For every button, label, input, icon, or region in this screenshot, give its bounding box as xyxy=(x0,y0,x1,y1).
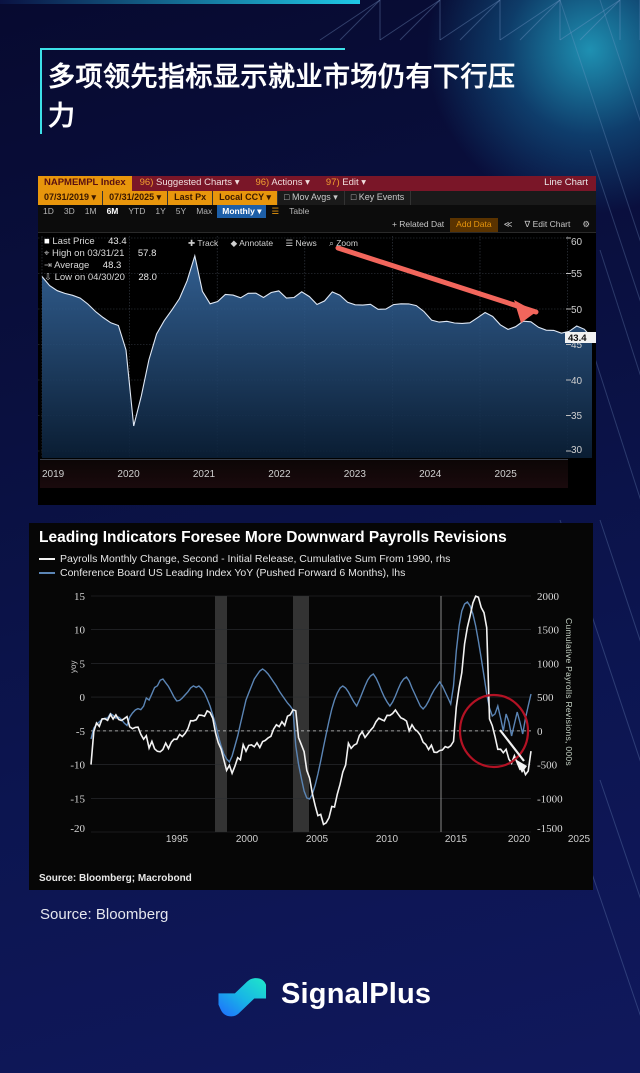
svg-text:1500: 1500 xyxy=(537,625,560,637)
svg-text:50: 50 xyxy=(571,305,583,316)
svg-text:15: 15 xyxy=(74,591,86,603)
svg-text:0: 0 xyxy=(537,726,543,738)
svg-text:10: 10 xyxy=(74,625,86,637)
svg-text:-20: -20 xyxy=(70,823,85,835)
svg-text:43.4: 43.4 xyxy=(568,333,587,344)
svg-text:-1000: -1000 xyxy=(537,793,563,805)
svg-text:500: 500 xyxy=(537,692,554,704)
svg-text:30: 30 xyxy=(571,445,583,456)
svg-text:35: 35 xyxy=(571,411,583,422)
svg-text:-500: -500 xyxy=(537,760,558,772)
svg-text:-15: -15 xyxy=(70,793,85,805)
svg-text:2000: 2000 xyxy=(537,591,560,603)
svg-text:5: 5 xyxy=(80,658,86,670)
svg-text:40: 40 xyxy=(571,376,583,387)
svg-text:0: 0 xyxy=(80,692,86,704)
svg-text:-5: -5 xyxy=(76,726,86,738)
svg-text:60: 60 xyxy=(571,237,583,248)
svg-text:-10: -10 xyxy=(70,760,85,772)
svg-text:-1500: -1500 xyxy=(537,823,563,835)
svg-text:1000: 1000 xyxy=(537,658,560,670)
svg-text:55: 55 xyxy=(571,269,583,280)
